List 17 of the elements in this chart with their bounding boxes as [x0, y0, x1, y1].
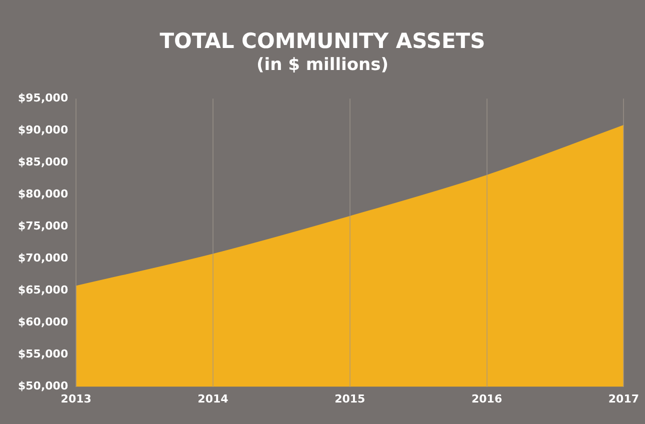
- y-tick-label: $85,000: [18, 156, 68, 169]
- x-tick-label: 2016: [471, 392, 502, 406]
- y-tick-label: $70,000: [18, 252, 68, 265]
- y-tick-label: $60,000: [18, 316, 68, 329]
- x-tick-label: 2017: [608, 392, 640, 406]
- y-tick-label: $65,000: [18, 284, 68, 297]
- y-tick-label: $90,000: [18, 123, 68, 136]
- x-tick-label: 2013: [60, 392, 92, 406]
- y-tick-label: $50,000: [18, 380, 68, 393]
- chart-subtitle: (in $ millions): [255, 54, 390, 77]
- y-tick-label: $55,000: [18, 348, 68, 361]
- x-tick-label: 2014: [198, 392, 229, 406]
- y-tick-label: $95,000: [18, 91, 68, 104]
- chart-title: TOTAL COMMUNITY ASSETS: [158, 28, 486, 54]
- x-tick-label: 2015: [334, 392, 366, 406]
- y-tick-label: $75,000: [18, 220, 68, 233]
- y-tick-label: $80,000: [18, 188, 68, 201]
